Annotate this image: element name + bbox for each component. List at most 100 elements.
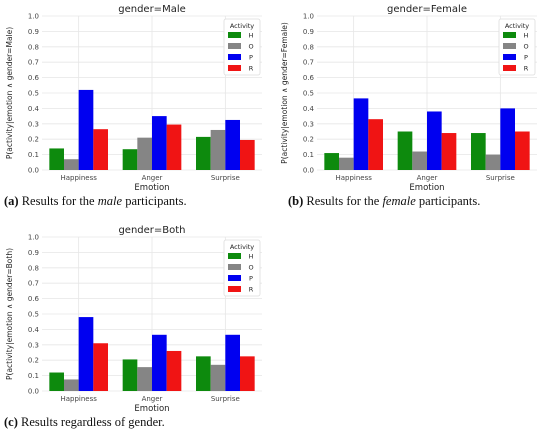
- legend-swatch-o: [228, 264, 241, 270]
- bar-r: [368, 119, 383, 170]
- x-tick-label: Surprise: [211, 395, 240, 403]
- bar-r: [240, 139, 255, 170]
- y-tick-label: 0.9: [303, 28, 314, 36]
- bar-h: [324, 153, 339, 170]
- y-tick-label: 0.1: [28, 372, 39, 380]
- caption-emphasis: female: [382, 194, 416, 208]
- y-tick-label: 0.7: [28, 59, 39, 67]
- chart-both: 0.0 0.1 0.2 0.3 0.4 0.5 0.6 0.7 0.8 0.9 1.0 Happine…: [5, 225, 262, 414]
- legend-label: O: [248, 43, 253, 51]
- chart-title: gender=Male: [118, 4, 186, 15]
- y-tick-label: 0.6: [28, 295, 40, 303]
- y-tick-label: 0.2: [28, 136, 39, 144]
- y-tick-label: 0.5: [28, 90, 39, 98]
- x-tick-label: Happiness: [60, 395, 97, 403]
- legend-swatch-h: [228, 253, 241, 259]
- caption-both: (c) Results regardless of gender.: [4, 415, 165, 430]
- legend-label: P: [249, 275, 253, 283]
- caption-label: (a): [4, 194, 19, 208]
- bar-h: [122, 359, 138, 391]
- chart-female: 0.0 0.1 0.2 0.3 0.4 0.5 0.6 0.7 0.8 0.9 1.0 Happine…: [280, 4, 537, 193]
- bar-h: [196, 356, 211, 391]
- y-tick-label: 0.4: [303, 105, 315, 113]
- y-tick-label: 0.7: [303, 59, 314, 67]
- bar-o: [137, 367, 152, 391]
- y-axis-label: P(activity|emotion ∧ gender=Male): [5, 27, 14, 159]
- bar-p: [152, 334, 167, 391]
- y-tick-label: 0.5: [28, 311, 39, 319]
- bar-p: [225, 334, 240, 391]
- caption-label: (b): [288, 194, 304, 208]
- caption-male: (a) Results for the male participants.: [4, 194, 187, 209]
- legend-swatch-o: [503, 43, 516, 49]
- y-tick-label: 0.7: [28, 280, 39, 288]
- chart-panel-male: 0.0 0.1 0.2 0.3 0.4 0.5 0.6 0.7 0.8 0.9 1.0 Happine…: [0, 0, 272, 193]
- legend-swatch-r: [228, 286, 241, 292]
- bar-r: [515, 131, 530, 170]
- bar-r: [441, 133, 457, 170]
- chart-male: 0.0 0.1 0.2 0.3 0.4 0.5 0.6 0.7 0.8 0.9 1.0 Happine…: [5, 4, 262, 193]
- bar-p: [78, 89, 94, 170]
- x-tick-label: Happiness: [335, 174, 372, 182]
- legend-title: Activity: [230, 243, 254, 251]
- bar-p: [353, 98, 369, 170]
- bar-p: [225, 119, 240, 170]
- bar-p: [78, 317, 94, 391]
- chart-title: gender=Both: [118, 225, 185, 236]
- y-tick-label: 0.5: [303, 90, 314, 98]
- y-tick-label: 0.8: [28, 264, 39, 272]
- legend-label: O: [523, 43, 528, 51]
- y-tick-label: 0.0: [28, 388, 39, 396]
- legend-swatch-h: [503, 32, 516, 38]
- x-tick-label: Anger: [142, 395, 163, 403]
- legend-title: Activity: [505, 22, 529, 30]
- bar-r: [240, 356, 255, 391]
- bar-o: [412, 151, 427, 170]
- legend-label: R: [249, 286, 254, 294]
- bar-h: [397, 131, 413, 170]
- caption-female: (b) Results for the female participants.: [288, 194, 480, 209]
- bar-p: [427, 111, 442, 170]
- bar-r: [166, 350, 182, 391]
- bar-o: [210, 364, 226, 391]
- caption-emphasis: male: [97, 194, 123, 208]
- bar-h: [49, 148, 64, 170]
- y-axis-label: P(activity|emotion ∧ gender=Female): [280, 22, 289, 164]
- y-tick-label: 0.4: [28, 105, 40, 113]
- y-tick-label: 0.9: [28, 249, 39, 257]
- bar-h: [49, 372, 64, 391]
- y-tick-label: 0.8: [28, 43, 39, 51]
- legend-swatch-h: [228, 32, 241, 38]
- chart-title: gender=Female: [387, 4, 467, 15]
- y-tick-label: 0.4: [28, 326, 40, 334]
- chart-panel-female: 0.0 0.1 0.2 0.3 0.4 0.5 0.6 0.7 0.8 0.9 1.0 Happine…: [275, 0, 550, 193]
- bar-r: [166, 124, 182, 170]
- x-tick-label: Surprise: [211, 174, 240, 182]
- legend-swatch-r: [503, 65, 516, 71]
- legend-title: Activity: [230, 22, 254, 30]
- legend-label: O: [248, 264, 253, 272]
- bar-p: [152, 116, 167, 170]
- y-tick-label: 0.6: [28, 74, 40, 82]
- y-tick-label: 0.2: [303, 136, 314, 144]
- bar-o: [485, 154, 501, 170]
- caption-text-end: participants.: [122, 194, 187, 208]
- x-tick-label: Anger: [417, 174, 438, 182]
- y-tick-label: 0.3: [28, 341, 39, 349]
- bar-o: [64, 159, 79, 170]
- bar-o: [64, 379, 79, 391]
- y-tick-label: 0.9: [28, 28, 39, 36]
- y-tick-label: 0.0: [303, 167, 314, 175]
- bar-o: [210, 129, 226, 170]
- x-tick-label: Happiness: [60, 174, 97, 182]
- legend-label: H: [249, 253, 254, 261]
- caption-text-end: participants.: [415, 194, 481, 208]
- x-axis-label: Emotion: [134, 183, 169, 193]
- legend-label: R: [249, 65, 254, 73]
- bar-o: [339, 157, 354, 170]
- y-axis-label: P(activity|emotion ∧ gender=Both): [5, 248, 14, 380]
- caption-text: Results for the: [21, 194, 98, 208]
- y-tick-label: 1.0: [28, 234, 39, 242]
- bar-h: [122, 149, 138, 170]
- x-axis-label: Emotion: [134, 404, 169, 414]
